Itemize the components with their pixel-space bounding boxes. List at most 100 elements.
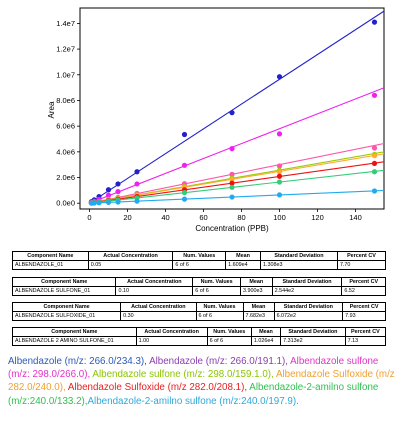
cell-mean: 1.026e4 <box>250 336 282 346</box>
data-point-0-8 <box>276 74 283 80</box>
data-point-1-8 <box>276 131 283 137</box>
table-row: ALBENDAZOLE_01 0.05 6 of 6 1.609e4 1.308… <box>12 260 387 270</box>
legend-entry: Albendazole (m/z: 266.0/234.3), <box>8 356 150 367</box>
y-tick-label-5: 1.0e7 <box>56 70 75 79</box>
y-tick-label-3: 6.0e6 <box>56 122 75 131</box>
x-tick-label-4: 80 <box>237 213 245 222</box>
data-point-4-9 <box>371 153 378 159</box>
cell-num-values: 6 of 6 <box>192 286 242 296</box>
data-points <box>88 19 378 206</box>
y-tick-label-7: 1.4e7 <box>56 19 75 28</box>
x-tick-label-7: 140 <box>349 213 362 222</box>
data-point-6-9 <box>371 169 378 175</box>
cell-mean: 7.682e3 <box>242 311 275 321</box>
header-num-values: Num. Values <box>172 251 227 261</box>
legend-entry: Albendazole sulfone (m/z: 298.0/266.0), <box>8 356 379 381</box>
cell-mean: 1.609e4 <box>225 260 261 270</box>
data-point-0-7 <box>229 110 235 116</box>
header-actual-concentration: Actual Concentration <box>120 302 197 312</box>
x-tick-label-2: 40 <box>161 213 169 222</box>
cell-standard-deviation: 7.313e2 <box>280 336 346 346</box>
header-percent-cv: Percent CV <box>341 277 386 287</box>
cell-component-name: ALBENDAZOLE SULFONE_01 <box>11 286 117 296</box>
legend-entry: Albendazole sulfone (m/z: 298.0/159.1.0)… <box>92 369 276 381</box>
data-point-7-3 <box>105 199 112 205</box>
x-tick-label-3: 60 <box>199 213 207 222</box>
table-row: ALBENDAZOLE 2 AMINO SULFONE_01 1.00 6 of… <box>12 336 387 346</box>
legend-caption: Albendazole (m/z: 266.0/234.3), Albendaz… <box>8 355 398 408</box>
y-tick-label-2: 4.0e6 <box>56 147 75 156</box>
cell-actual-concentration: 0.05 <box>87 260 174 270</box>
data-point-1-3 <box>105 192 112 198</box>
data-point-0-3 <box>105 187 112 193</box>
data-point-7-2 <box>96 200 102 206</box>
header-component-name: Component Name <box>11 277 117 287</box>
header-num-values: Num. Values <box>192 277 242 287</box>
x-tick-label-0: 0 <box>87 213 91 222</box>
cell-component-name: ALBENDAZOLE SULFOXIDE_01 <box>11 311 122 321</box>
cell-actual-concentration: 0.10 <box>115 286 194 296</box>
header-standard-deviation: Standard Deviation <box>259 251 338 261</box>
data-point-7-5 <box>134 198 140 204</box>
data-point-2-9 <box>371 145 378 151</box>
header-percent-cv: Percent CV <box>336 251 387 261</box>
table-row: ALBENDAZOLE SULFONE_01 0.10 6 of 6 3.900… <box>11 286 386 296</box>
cell-num-values: 6 of 6 <box>206 336 252 346</box>
data-point-7-1 <box>91 200 97 206</box>
header-component-name: Component Name <box>11 302 122 312</box>
data-point-1-6 <box>181 162 188 168</box>
data-point-0-9 <box>371 19 378 25</box>
cell-num-values: 6 of 6 <box>195 311 244 321</box>
header-standard-deviation: Standard Deviation <box>280 327 346 337</box>
y-tick-label-6: 1.2e7 <box>56 45 75 54</box>
data-point-1-9 <box>371 92 378 98</box>
data-point-1-5 <box>134 181 140 187</box>
header-mean: Mean <box>240 277 273 287</box>
cell-percent-cv: 7.93 <box>342 311 386 321</box>
legend-entry: Albendazole (m/z: 266.0/191.1), <box>149 356 291 367</box>
x-axis-ticks: 0 20 40 60 80 100 120 140 <box>87 209 362 222</box>
data-point-2-7 <box>229 171 235 177</box>
cell-percent-cv: 7.13 <box>344 336 387 346</box>
cell-standard-deviation: 6.072e2 <box>273 311 344 321</box>
cell-actual-concentration: 1.00 <box>135 336 208 346</box>
data-point-7-8 <box>276 192 283 198</box>
header-component-name: Component Name <box>12 327 137 337</box>
x-tick-label-6: 120 <box>311 213 324 222</box>
data-point-0-5 <box>134 169 140 175</box>
data-point-0-4 <box>115 181 121 187</box>
y-tick-label-4: 8.0e6 <box>56 96 75 105</box>
y-axis-ticks: 0.0e0 2.0e6 4.0e6 6.0e6 8.0e6 1.0e7 1.2e7 1.4e7 <box>56 19 80 208</box>
stats-table-albendazole-sulfone: Component Name Actual Concentration Num.… <box>11 277 386 296</box>
data-point-6-7 <box>229 184 235 190</box>
data-point-5-9 <box>371 160 378 167</box>
legend-entry: Albendazole Sulfoxide (m/z 282.0/240.0), <box>8 369 395 394</box>
stats-table-albendazole-sulfoxide: Component Name Actual Concentration Num.… <box>11 302 386 321</box>
header-standard-deviation: Standard Deviation <box>273 302 344 312</box>
header-num-values: Num. Values <box>195 302 244 312</box>
data-point-2-8 <box>276 163 283 169</box>
data-point-7-4 <box>115 199 121 205</box>
table-row: ALBENDAZOLE SULFOXIDE_01 0.30 6 of 6 7.6… <box>11 311 386 321</box>
cell-mean: 3.900e3 <box>240 286 273 296</box>
header-component-name: Component Name <box>12 251 89 261</box>
y-tick-label-1: 2.0e6 <box>56 173 75 182</box>
legend-entry: Albendazole-2-amilno sulfone (m/z:240.0/… <box>87 395 299 407</box>
stats-table-albendazole: Component Name Actual Concentration Num.… <box>12 251 387 270</box>
data-point-6-6 <box>181 190 188 196</box>
data-point-0-6 <box>181 131 188 138</box>
data-point-1-7 <box>229 146 235 152</box>
header-percent-cv: Percent CV <box>344 327 387 337</box>
y-axis-label: Area <box>47 101 56 118</box>
x-tick-label-1: 20 <box>123 213 131 222</box>
data-point-1-4 <box>115 189 121 195</box>
cell-num-values: 6 of 6 <box>172 260 227 270</box>
data-point-7-7 <box>229 194 235 200</box>
data-point-7-9 <box>371 188 378 194</box>
header-mean: Mean <box>250 327 282 337</box>
data-point-4-7 <box>229 176 235 182</box>
header-standard-deviation: Standard Deviation <box>271 277 343 287</box>
data-point-4-8 <box>276 169 283 175</box>
cell-component-name: ALBENDAZOLE_01 <box>12 260 89 270</box>
data-point-5-8 <box>276 173 283 179</box>
